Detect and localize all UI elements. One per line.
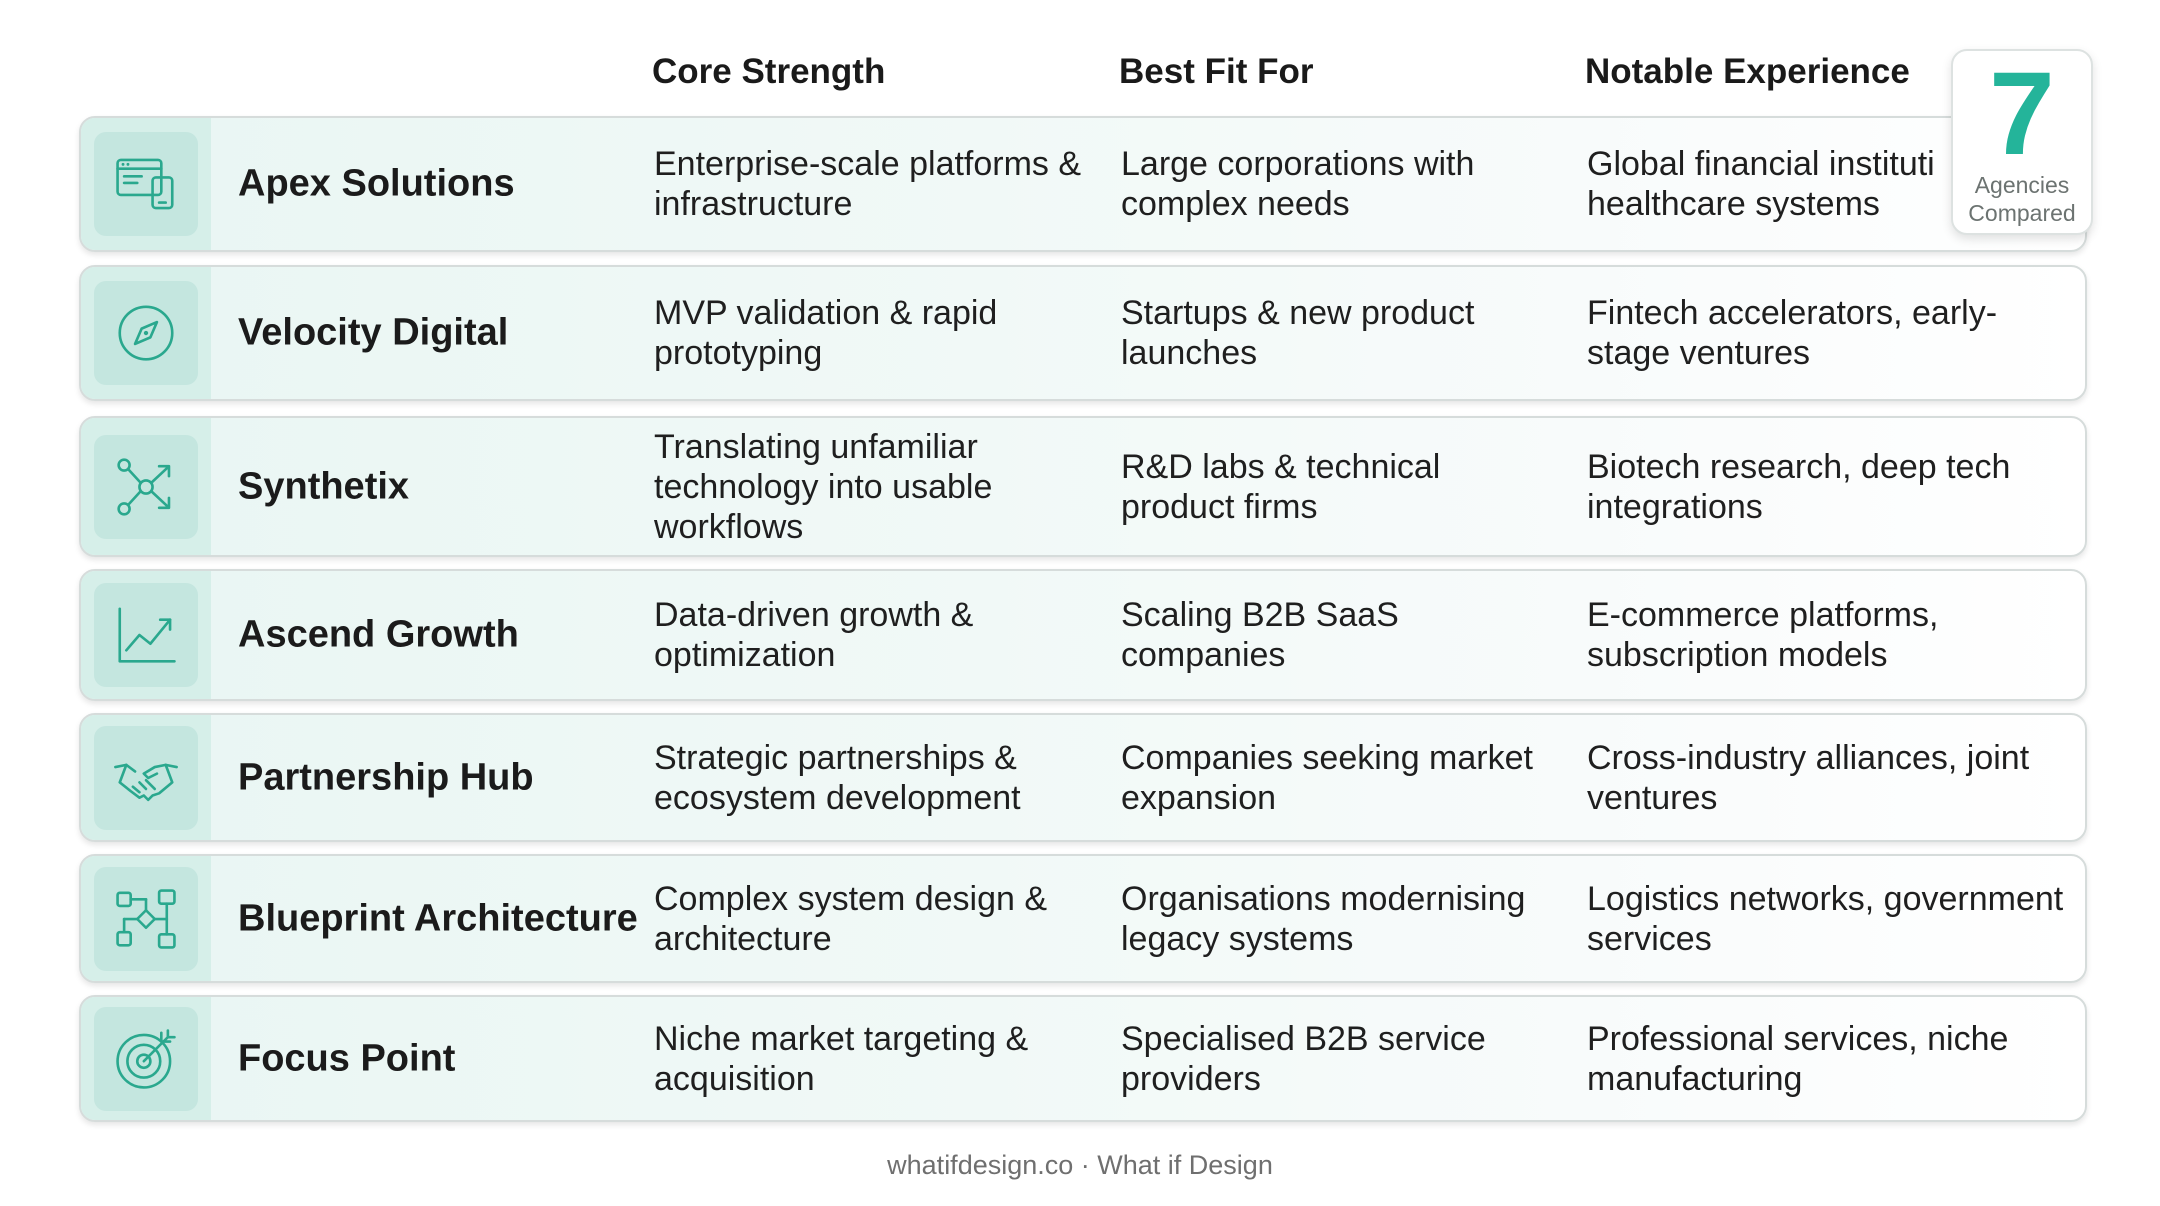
column-header-core-strength: Core Strength bbox=[652, 52, 886, 91]
column-header-best-fit-for: Best Fit For bbox=[1119, 52, 1314, 91]
best-fit-cell: Organisations modernising legacy systems bbox=[1121, 879, 1526, 958]
best-fit-cell: Companies seeking market expansion bbox=[1121, 738, 1533, 817]
handshake-icon bbox=[94, 725, 198, 830]
notable-experience-cell: Fintech accelerators, early-stage ventur… bbox=[1587, 294, 1998, 372]
network-nodes-icon bbox=[94, 434, 198, 539]
core-strength-cell: Niche market targeting & acquisition bbox=[654, 1019, 1029, 1098]
icon-panel bbox=[81, 997, 211, 1120]
column-header-notable-experience: Notable Experience bbox=[1585, 52, 1910, 91]
agency-name: Blueprint Architecture bbox=[238, 897, 638, 939]
table-row: Velocity Digital MVP validation & rapid … bbox=[79, 265, 2087, 401]
core-strength-cell: Complex system design & architecture bbox=[654, 879, 1048, 958]
table-row: Synthetix Translating unfamiliar technol… bbox=[79, 416, 2087, 557]
agency-name: Velocity Digital bbox=[238, 311, 509, 354]
best-fit-cell: Startups & new product launches bbox=[1121, 294, 1475, 372]
badge-label-line1: Agencies bbox=[1974, 172, 2070, 198]
web-devices-icon bbox=[94, 132, 198, 236]
notable-experience-cell: E-commerce platforms, subscription model… bbox=[1587, 596, 1939, 674]
agencies-count-label: Agencies Compared bbox=[1953, 171, 2091, 227]
agency-name: Apex Solutions bbox=[238, 162, 515, 205]
best-fit-cell: Specialised B2B service providers bbox=[1121, 1019, 1486, 1098]
table-row: Ascend Growth Data-driven growth & optim… bbox=[79, 569, 2087, 701]
core-strength-cell: Translating unfamiliar technology into u… bbox=[654, 427, 993, 546]
agencies-count: 7 bbox=[1989, 48, 2055, 180]
table-header: Core Strength Best Fit For Notable Exper… bbox=[0, 52, 2160, 112]
agency-name: Synthetix bbox=[238, 465, 410, 507]
icon-panel bbox=[81, 267, 211, 399]
table-row: Partnership Hub Strategic partnerships &… bbox=[79, 713, 2087, 842]
compass-icon bbox=[94, 281, 198, 385]
target-icon bbox=[94, 1006, 198, 1111]
notable-experience-cell: Global financial instituti healthcare sy… bbox=[1587, 145, 1935, 223]
icon-panel bbox=[81, 715, 211, 840]
icon-panel bbox=[81, 118, 211, 250]
table-row: Focus Point Niche market targeting & acq… bbox=[79, 995, 2087, 1122]
agencies-compared-badge: 7 Agencies Compared bbox=[1951, 49, 2093, 235]
table-row: Blueprint Architecture Complex system de… bbox=[79, 854, 2087, 983]
agency-name: Partnership Hub bbox=[238, 756, 534, 798]
core-strength-cell: Data-driven growth & optimization bbox=[654, 596, 974, 674]
core-strength-cell: Enterprise-scale platforms & infrastruct… bbox=[654, 145, 1082, 223]
agency-name: Focus Point bbox=[238, 1037, 456, 1079]
growth-chart-icon bbox=[94, 583, 198, 687]
best-fit-cell: Large corporations with complex needs bbox=[1121, 145, 1475, 223]
notable-experience-cell: Professional services, niche manufacturi… bbox=[1587, 1019, 2009, 1098]
icon-panel bbox=[81, 418, 211, 555]
agency-name: Ascend Growth bbox=[238, 613, 519, 656]
icon-panel bbox=[81, 571, 211, 699]
flowchart-icon bbox=[94, 866, 198, 971]
notable-experience-cell: Cross-industry alliances, joint ventures bbox=[1587, 738, 2030, 817]
best-fit-cell: R&D labs & technical product firms bbox=[1121, 447, 1441, 526]
icon-panel bbox=[81, 856, 211, 981]
notable-experience-cell: Biotech research, deep tech integrations bbox=[1587, 447, 2011, 526]
footer-credit: whatifdesign.co · What if Design bbox=[887, 1150, 1273, 1180]
core-strength-cell: MVP validation & rapid prototyping bbox=[654, 294, 998, 372]
core-strength-cell: Strategic partnerships & ecosystem devel… bbox=[654, 738, 1021, 817]
table-row: Apex Solutions Enterprise-scale platform… bbox=[79, 116, 2087, 252]
notable-experience-cell: Logistics networks, government services bbox=[1587, 879, 2064, 958]
badge-label-line2: Compared bbox=[1968, 200, 2076, 226]
best-fit-cell: Scaling B2B SaaS companies bbox=[1121, 596, 1399, 674]
